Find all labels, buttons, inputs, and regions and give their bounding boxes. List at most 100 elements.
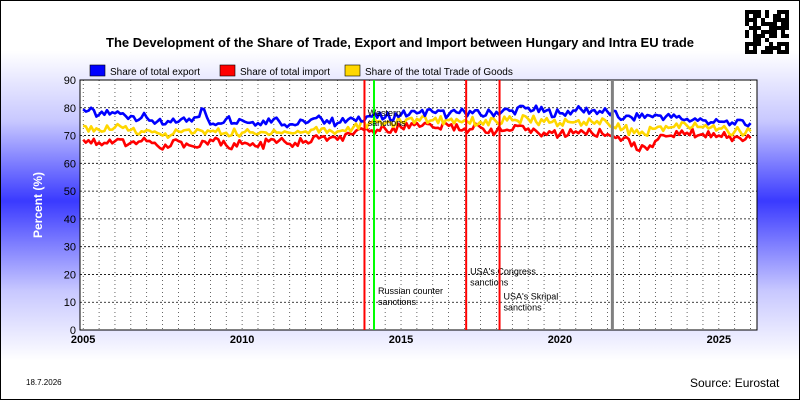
series-line <box>82 114 752 139</box>
qr-cell <box>749 42 753 46</box>
qr-cell <box>785 46 789 50</box>
y-tick-label: 10 <box>64 297 76 309</box>
qr-cell <box>745 50 749 54</box>
annotation-label: Western sanctions <box>368 108 407 128</box>
legend-swatch <box>89 64 106 77</box>
qr-cell <box>745 42 749 46</box>
qr-cell <box>777 14 781 18</box>
qr-cell <box>781 50 785 54</box>
qr-cell <box>753 10 757 14</box>
qr-cell <box>785 26 789 30</box>
qr-cell <box>785 18 789 22</box>
qr-code-graphic <box>745 10 789 54</box>
qr-cell <box>761 22 765 26</box>
qr-cell <box>769 46 773 50</box>
qr-cell <box>765 46 769 50</box>
x-tick-label: 2020 <box>548 334 572 346</box>
qr-cell <box>757 26 761 30</box>
qr-cell <box>765 38 769 42</box>
qr-cell <box>785 14 789 18</box>
x-tick-label: 2025 <box>707 334 731 346</box>
series-line <box>82 104 752 129</box>
qr-cell <box>773 46 777 50</box>
qr-cell <box>781 42 785 46</box>
qr-cell <box>777 42 781 46</box>
qr-cell <box>781 34 785 38</box>
qr-cell <box>753 34 757 38</box>
qr-cell <box>785 34 789 38</box>
qr-cell <box>753 42 757 46</box>
qr-cell <box>757 34 761 38</box>
y-tick-label: 30 <box>64 242 76 254</box>
qr-cell <box>773 18 777 22</box>
qr-cell <box>753 46 757 50</box>
qr-cell <box>781 30 785 34</box>
chart-title: The Development of the Share of Trade, E… <box>106 35 694 50</box>
qr-cell <box>749 50 753 54</box>
qr-cell <box>753 18 757 22</box>
y-axis-label: Percent (%) <box>31 172 45 238</box>
legend-label: Share of total export <box>110 67 200 78</box>
qr-cell <box>765 50 769 54</box>
qr-cell <box>777 18 781 22</box>
qr-cell <box>773 22 777 26</box>
x-tick-label: 2015 <box>389 334 413 346</box>
qr-cell <box>745 30 749 34</box>
qr-cell <box>769 34 773 38</box>
event-label: USA's Skripal sanctions <box>504 291 559 312</box>
date-stamp: 18.7.2026 <box>26 378 62 387</box>
event-label: Russian counter sanctions <box>378 286 443 307</box>
qr-cell <box>749 10 753 14</box>
legend-swatch <box>219 64 236 77</box>
qr-cell <box>785 42 789 46</box>
qr-cell <box>769 42 773 46</box>
qr-cell <box>769 30 773 34</box>
qr-cell <box>757 38 761 42</box>
qr-cell <box>777 26 781 30</box>
qr-cell <box>785 22 789 26</box>
qr-cell <box>785 10 789 14</box>
y-tick-label: 70 <box>64 131 76 143</box>
qr-cell <box>753 26 757 30</box>
legend-label: Share of total import <box>240 67 330 78</box>
qr-cell <box>745 46 749 50</box>
qr-cell <box>781 26 785 30</box>
qr-cell <box>765 22 769 26</box>
qr-cell <box>761 34 765 38</box>
qr-cell <box>765 10 769 14</box>
x-tick-label: 2005 <box>71 334 95 346</box>
qr-cell <box>777 46 781 50</box>
qr-cell <box>773 30 777 34</box>
qr-cell <box>753 14 757 18</box>
qr-cell <box>749 18 753 22</box>
qr-cell <box>769 50 773 54</box>
qr-cell <box>781 22 785 26</box>
qr-cell <box>761 18 765 22</box>
qr-cell <box>753 50 757 54</box>
qr-code-icon <box>745 10 789 54</box>
series-line <box>82 120 752 153</box>
qr-cell <box>781 18 785 22</box>
legend-label: Share of the total Trade of Goods <box>365 67 513 78</box>
qr-cell <box>753 38 757 42</box>
qr-cell <box>777 50 781 54</box>
qr-cell <box>777 10 781 14</box>
x-tick-label: 2010 <box>230 334 254 346</box>
qr-cell <box>773 26 777 30</box>
qr-cell <box>745 22 749 26</box>
y-tick-label: 90 <box>64 75 76 87</box>
qr-cell <box>753 22 757 26</box>
qr-cell <box>773 34 777 38</box>
qr-cell <box>761 30 765 34</box>
y-tick-label: 60 <box>64 158 76 170</box>
qr-cell <box>745 14 749 18</box>
qr-cell <box>781 10 785 14</box>
qr-cell <box>761 50 765 54</box>
event-label: USA's Congress sanctions <box>470 266 536 287</box>
qr-cell <box>753 30 757 34</box>
qr-cell <box>773 14 777 18</box>
y-tick-label: 40 <box>64 214 76 226</box>
qr-cell <box>757 10 761 14</box>
qr-cell <box>765 30 769 34</box>
y-tick-label: 50 <box>64 186 76 198</box>
